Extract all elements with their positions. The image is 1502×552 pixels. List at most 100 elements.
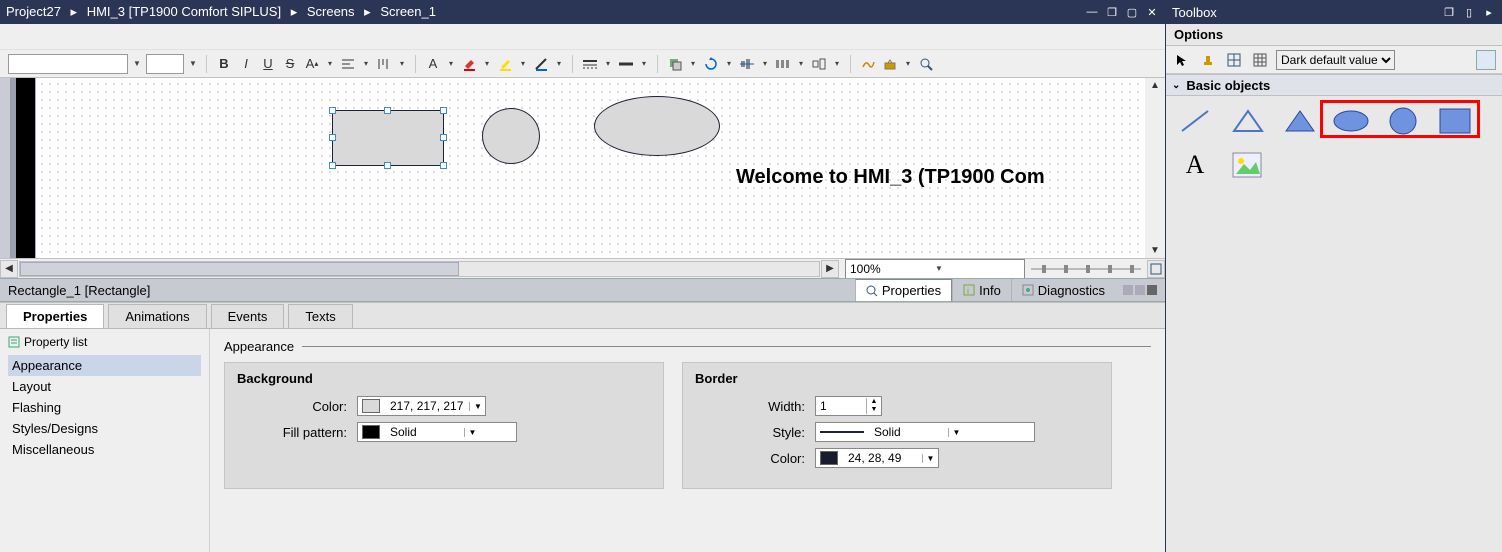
border-style-dropdown[interactable]: ▼ [948,428,964,437]
property-list-item-styles[interactable]: Styles/Designs [8,418,201,439]
canvas-vscroll[interactable]: ▲ ▼ [1145,78,1165,258]
toolbox-pin-button[interactable]: ▯ [1462,5,1476,19]
highlight-button[interactable] [496,55,514,73]
line-style-dropdown[interactable]: ▾ [603,59,613,68]
property-list-item-flashing[interactable]: Flashing [8,397,201,418]
toolbox-expand-button[interactable] [1476,50,1496,70]
palette-ellipse[interactable] [1330,104,1372,138]
spin-up[interactable]: ▲ [867,398,881,406]
breadcrumb-item[interactable]: Screens [307,4,355,19]
scroll-right-button[interactable]: ▶ [821,260,839,278]
distribute-button[interactable] [774,55,792,73]
table-tool-button[interactable] [1250,50,1270,70]
font-size-dropdown[interactable]: ▼ [188,59,198,68]
font-grow-button[interactable]: A▴ [303,55,321,73]
font-grow-dropdown[interactable]: ▾ [325,59,335,68]
palette-polyline[interactable] [1226,104,1268,138]
toolbox-menu-button[interactable]: ▸ [1482,5,1496,19]
border-color-combo[interactable]: 24, 28, 49 ▼ [815,448,939,468]
align-left-button[interactable] [339,55,357,73]
line-width-button[interactable] [617,55,635,73]
close-button[interactable]: ✕ [1145,5,1159,19]
fill-color-dropdown[interactable]: ▾ [482,59,492,68]
border-width-input[interactable] [816,399,866,413]
inspector-tab-diagnostics[interactable]: Diagnostics [1011,279,1115,301]
spin-down[interactable]: ▼ [867,406,881,414]
library-dropdown[interactable]: ▾ [903,59,913,68]
font-family-input[interactable] [8,54,128,74]
bg-fill-dropdown[interactable]: ▼ [464,428,480,437]
strike-button[interactable]: S [281,55,299,73]
maximize-button[interactable]: ▢ [1125,5,1139,19]
bring-front-button[interactable] [666,55,684,73]
line-width-dropdown[interactable]: ▾ [639,59,649,68]
breadcrumb-item[interactable]: Screen_1 [380,4,436,19]
zoom-combo[interactable]: 100% ▼ [845,259,1025,279]
tab-properties[interactable]: Properties [6,304,104,328]
border-color-dropdown[interactable]: ▼ [922,454,938,463]
align-top-button[interactable] [375,55,393,73]
anim-button[interactable] [859,55,877,73]
line-color-button[interactable] [532,55,550,73]
default-value-select[interactable]: Dark default value [1276,50,1395,70]
fill-color-button[interactable] [460,55,478,73]
zoom-slider[interactable] [1031,261,1141,277]
property-list-item-appearance[interactable]: Appearance [8,355,201,376]
palette-line[interactable] [1174,104,1216,138]
underline-button[interactable]: U [259,55,277,73]
rotate-dropdown[interactable]: ▾ [724,59,734,68]
font-family-dropdown[interactable]: ▼ [132,59,142,68]
palette-image[interactable] [1226,148,1268,182]
screen-canvas[interactable]: Welcome to HMI_3 (TP1900 Com ▲ ▼ [0,78,1165,258]
border-width-spinner[interactable]: ▲▼ [815,396,882,416]
restore-button[interactable]: ❐ [1105,5,1119,19]
order-dropdown[interactable]: ▾ [688,59,698,68]
tab-texts[interactable]: Texts [288,304,352,328]
scroll-up-button[interactable]: ▲ [1150,80,1160,91]
bg-color-combo[interactable]: 217, 217, 217 ▼ [357,396,486,416]
zoom-tool-button[interactable] [917,55,935,73]
canvas-shape-circle[interactable] [482,108,540,164]
cursor-tool-button[interactable] [1172,50,1192,70]
same-size-dropdown[interactable]: ▾ [832,59,842,68]
line-style-button[interactable] [581,55,599,73]
breadcrumb-item[interactable]: Project27 [6,4,61,19]
scroll-left-button[interactable]: ◀ [0,260,18,278]
border-style-combo[interactable]: Solid ▼ [815,422,1035,442]
zoom-dropdown[interactable]: ▼ [935,264,1020,273]
breadcrumb-item[interactable]: HMI_3 [TP1900 Comfort SIPLUS] [87,4,281,19]
inspector-tab-properties[interactable]: Properties [855,279,952,301]
align-objects-dropdown[interactable]: ▾ [760,59,770,68]
canvas-shape-ellipse[interactable] [594,96,720,156]
align-v-dropdown[interactable]: ▾ [397,59,407,68]
palette-polygon[interactable] [1278,104,1320,138]
hscroll-track[interactable] [19,261,820,277]
font-size-input[interactable] [146,54,184,74]
basic-objects-header[interactable]: ⌄ Basic objects [1166,74,1502,96]
inspector-tab-info[interactable]: i Info [952,279,1011,301]
distribute-dropdown[interactable]: ▾ [796,59,806,68]
align-h-dropdown[interactable]: ▾ [361,59,371,68]
tab-animations[interactable]: Animations [108,304,206,328]
bg-fill-combo[interactable]: Solid ▼ [357,422,517,442]
rotate-button[interactable] [702,55,720,73]
same-size-button[interactable] [810,55,828,73]
scroll-down-button[interactable]: ▼ [1150,245,1160,256]
bold-button[interactable]: B [215,55,233,73]
stamp-tool-button[interactable] [1198,50,1218,70]
palette-circle[interactable] [1382,104,1424,138]
zoom-fit-button[interactable] [1147,260,1165,278]
bg-color-dropdown[interactable]: ▼ [469,402,485,411]
grid-tool-button[interactable] [1224,50,1244,70]
highlight-dropdown[interactable]: ▾ [518,59,528,68]
inspector-layout-buttons[interactable] [1123,285,1157,295]
italic-button[interactable]: I [237,55,255,73]
font-color-dropdown[interactable]: ▾ [446,59,456,68]
align-objects-button[interactable] [738,55,756,73]
library-button[interactable] [881,55,899,73]
palette-rectangle[interactable] [1434,104,1476,138]
canvas-shape-rectangle[interactable] [332,110,444,166]
toolbox-dock-button[interactable]: ❐ [1442,5,1456,19]
property-list-item-layout[interactable]: Layout [8,376,201,397]
palette-text[interactable]: A [1174,148,1216,182]
